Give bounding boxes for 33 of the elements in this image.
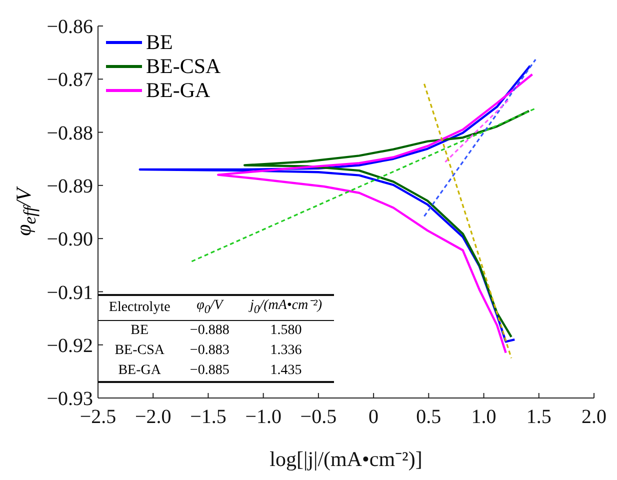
x-tick-label: −1.5	[190, 406, 226, 428]
y-tick-label: −0.90	[46, 228, 93, 251]
annotation: Electrolyte	[108, 300, 170, 315]
annotation: BE	[130, 322, 149, 338]
annotation: −0.883	[190, 342, 230, 358]
legend-label: BE-GA	[146, 78, 210, 102]
x-tick-label: −0.5	[300, 406, 337, 428]
x-tick-label: −1.0	[245, 406, 282, 428]
x-tick-label: −2.0	[134, 406, 172, 428]
annotation: j$_{0}$/(mA•cm⁻²)	[250, 298, 322, 316]
legend-label: BE-CSA	[146, 54, 221, 78]
x-tick-label: 1.0	[471, 406, 496, 428]
legend-label: BE	[146, 30, 173, 54]
y-tick-label: −0.87	[46, 69, 93, 92]
y-tick-label: −0.92	[46, 334, 93, 357]
annotation: −0.885	[190, 362, 230, 378]
x-tick-label: 0	[368, 406, 379, 428]
line-series	[243, 110, 530, 338]
annotation: BE-GA	[118, 362, 161, 378]
annotation: 1.336	[270, 342, 302, 358]
y-tick-label: −0.86	[46, 16, 93, 38]
x-tick-label: 2.0	[582, 406, 606, 428]
annotation: 1.580	[270, 322, 302, 338]
y-tick-label: −0.88	[46, 122, 93, 144]
y-tick-label: −0.89	[46, 176, 93, 198]
x-axis-title: log[|j|/(mA•cm⁻²)]	[270, 447, 422, 471]
annotation: −0.888	[190, 322, 230, 338]
x-tick-label: 1.5	[526, 406, 552, 428]
annotation: φ$_{0}$/V	[196, 298, 223, 316]
annotation: BE-CSA	[114, 342, 164, 358]
y-tick-label: −0.91	[46, 282, 93, 304]
annotation: 1.435	[270, 362, 302, 378]
x-tick-label: 0.5	[416, 406, 442, 428]
